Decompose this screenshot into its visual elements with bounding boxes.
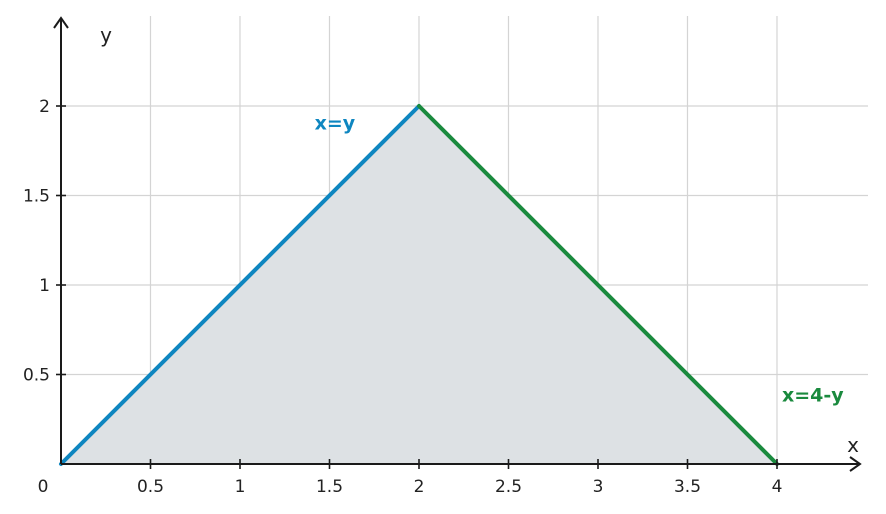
y-axis-arrow (53, 16, 69, 29)
curve-label-1: x=4-y (782, 384, 844, 406)
x-tick-label: 3 (593, 477, 604, 497)
x-axis-arrow (849, 456, 862, 472)
x-axis-title: x (847, 433, 859, 457)
x-tick-label: 2.5 (495, 477, 522, 497)
x-tick-label: 3.5 (674, 477, 701, 497)
axes-layer (53, 16, 862, 472)
annotations-layer: x=y x=4-y (315, 112, 845, 406)
y-axis-title: y (100, 23, 112, 47)
series-line-0 (59, 104, 421, 466)
x-tick-label: 2 (414, 477, 425, 497)
x-tick-label: 4 (772, 477, 783, 497)
y-tick-label: 0.5 (23, 366, 50, 386)
y-tick-label: 2 (39, 97, 50, 117)
x-tick-label: 1 (235, 477, 246, 497)
series-line-1 (417, 104, 779, 466)
shaded-region (61, 106, 777, 464)
origin-label: 0 (38, 477, 49, 497)
y-tick-label: 1 (39, 276, 50, 296)
series-layer (59, 104, 779, 466)
ticks-layer: 0.5 1 1.5 2 2.5 3 3.5 4 0.5 1 1.5 2 (23, 97, 782, 497)
y-tick-label: 1.5 (23, 187, 50, 207)
x-tick-label: 0.5 (137, 477, 164, 497)
curve-label-0: x=y (315, 112, 356, 134)
x-tick-label: 1.5 (316, 477, 343, 497)
